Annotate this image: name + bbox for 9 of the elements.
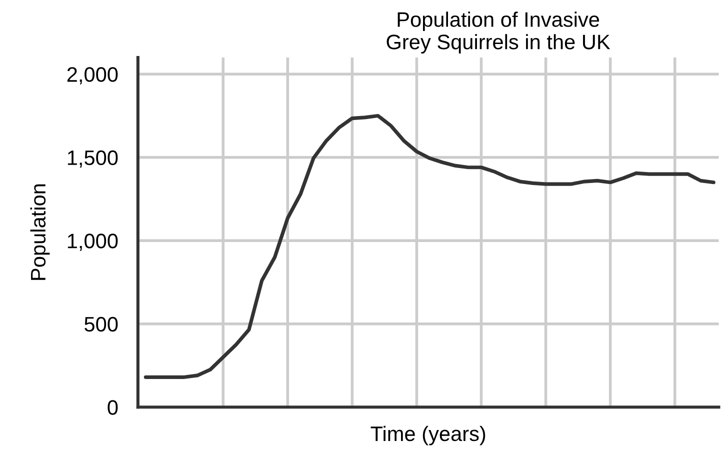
y-tick-label: 2,000 bbox=[67, 67, 118, 84]
y-axis-title: Population bbox=[30, 184, 50, 280]
line-series bbox=[144, 114, 716, 379]
y-tick-label: 0 bbox=[108, 400, 118, 415]
x-axis-title: Time (years) bbox=[370, 426, 486, 446]
y-tick-label: 1,000 bbox=[68, 234, 118, 251]
chart-title: Population of Invasive Grey Squirrels in the UK bbox=[386, 12, 610, 54]
y-tick-label: 1,500 bbox=[68, 150, 118, 168]
y-tick-label: 500 bbox=[84, 316, 118, 332]
